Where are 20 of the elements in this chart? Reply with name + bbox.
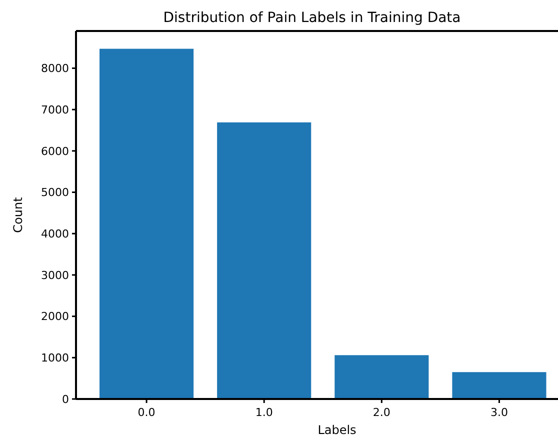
y-tick-label: 4000 <box>41 227 69 240</box>
y-tick-label: 5000 <box>41 186 69 200</box>
y-tick-label: 6000 <box>41 144 69 158</box>
y-tick-label: 0 <box>62 392 69 406</box>
chart-title: Distribution of Pain Labels in Training Data <box>163 10 461 26</box>
y-tick-label: 3000 <box>41 268 69 282</box>
y-tick-label: 1000 <box>41 352 69 364</box>
bar <box>217 122 312 399</box>
x-tick-label: 3.0 <box>490 406 508 419</box>
y-tick-label: 2000 <box>41 310 69 324</box>
y-axis-title: Count <box>11 196 25 233</box>
y-tick-label: 8000 <box>41 62 69 76</box>
x-tick-label: 2.0 <box>372 406 390 419</box>
x-tick-label: 1.0 <box>255 406 273 419</box>
bar <box>100 48 194 399</box>
bar <box>334 355 429 399</box>
x-tick-label: 0.0 <box>138 406 156 419</box>
bar <box>452 372 546 399</box>
x-axis-title: Labels <box>318 423 356 437</box>
y-tick-label: 7000 <box>41 103 69 116</box>
